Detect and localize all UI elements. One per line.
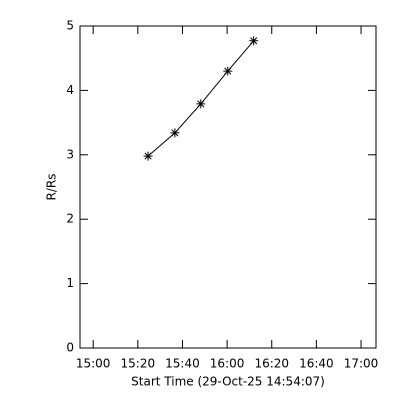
x-tick-label: 17:00 [344, 357, 379, 371]
y-tick-label: 5 [66, 19, 74, 33]
y-tick-label: 1 [66, 276, 74, 290]
x-tick-label: 16:20 [254, 357, 289, 371]
plot-frame [79, 25, 377, 349]
y-tick-label: 4 [66, 83, 74, 97]
data-marker [143, 151, 153, 161]
data-marker [170, 128, 180, 138]
data-marker [249, 36, 259, 46]
x-axis-label: Start Time (29-Oct-25 14:54:07) [131, 375, 325, 389]
y-tick-label: 3 [66, 147, 74, 161]
x-tick-label: 15:40 [165, 357, 200, 371]
x-tick-label: 16:00 [210, 357, 245, 371]
y-tick-label: 0 [66, 341, 74, 355]
data-marker [223, 66, 233, 76]
data-marker [196, 99, 206, 109]
y-axis-label: R/Rs [45, 174, 59, 201]
x-tick-label: 15:20 [121, 357, 156, 371]
x-tick-label: 15:00 [76, 357, 111, 371]
x-tick-label: 16:40 [299, 357, 334, 371]
y-tick-label: 2 [66, 212, 74, 226]
data-line [147, 40, 255, 157]
